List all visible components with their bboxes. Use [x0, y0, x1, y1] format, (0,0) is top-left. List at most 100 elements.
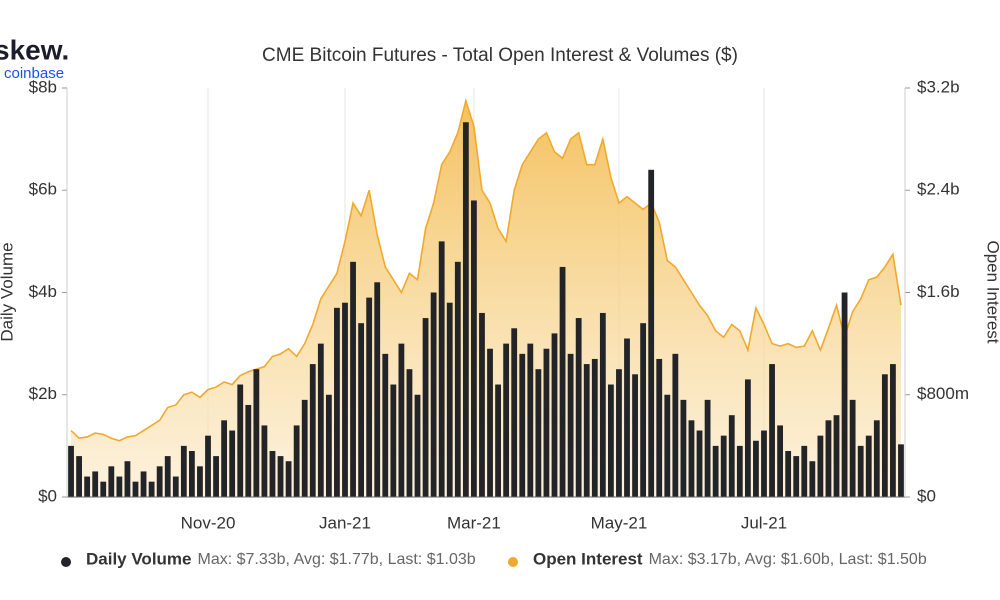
bar	[873, 420, 880, 497]
bar	[406, 369, 413, 497]
legend-stats: Max: $7.33b, Avg: $1.77b, Last: $1.03b	[198, 551, 476, 568]
bar	[680, 399, 687, 497]
y-tick-label: $6b	[29, 180, 57, 199]
logo: skew.	[0, 34, 69, 65]
chart-title: CME Bitcoin Futures - Total Open Interes…	[262, 45, 738, 66]
y2-tick-label: $800m	[917, 384, 969, 403]
bar	[390, 384, 397, 497]
bar	[366, 297, 373, 497]
bar	[358, 323, 365, 497]
bar	[648, 169, 655, 498]
bar	[471, 200, 477, 497]
bar	[382, 353, 389, 497]
bar	[124, 461, 131, 497]
bar	[148, 481, 155, 497]
bar	[825, 420, 832, 497]
area	[71, 100, 901, 497]
bar	[640, 323, 647, 497]
bar	[744, 379, 751, 497]
bar	[656, 358, 663, 497]
bar	[624, 338, 630, 497]
y2-tick-label: $0	[917, 486, 936, 505]
bar	[277, 456, 284, 497]
bar	[890, 364, 896, 497]
bar	[704, 399, 711, 497]
bar	[753, 440, 759, 497]
bar	[229, 430, 236, 497]
bar	[140, 471, 147, 497]
bar	[108, 466, 115, 497]
y-tick-label: $2b	[29, 384, 57, 403]
bar	[849, 399, 856, 497]
legend-label: Open Interest	[533, 549, 643, 568]
y-tick-label: $4b	[29, 282, 57, 301]
bar	[398, 343, 405, 497]
x-tick-label: Jul-21	[741, 513, 787, 532]
bar	[567, 353, 574, 497]
bar	[817, 435, 824, 497]
bar	[720, 435, 727, 497]
bar	[100, 481, 107, 497]
bar	[253, 369, 260, 497]
bar	[422, 318, 429, 497]
bar	[309, 364, 316, 497]
bar	[487, 348, 493, 497]
bar	[68, 445, 74, 497]
bar	[342, 302, 348, 497]
bar	[591, 358, 598, 497]
bar	[712, 445, 719, 497]
bar	[293, 425, 300, 497]
y2-tick-label: $1.6b	[917, 282, 960, 301]
bar	[672, 353, 679, 497]
bar	[197, 466, 203, 497]
bar	[237, 384, 244, 497]
bar	[285, 461, 292, 497]
bar	[865, 435, 872, 497]
bar	[269, 450, 276, 497]
bar	[213, 456, 219, 497]
bar	[446, 302, 453, 497]
bar	[245, 404, 252, 497]
bar	[527, 343, 534, 497]
bar	[736, 445, 743, 497]
bar	[503, 343, 510, 497]
bar	[438, 241, 445, 497]
bar	[575, 318, 582, 497]
bar	[325, 394, 332, 497]
bar	[696, 430, 703, 497]
bar	[221, 420, 228, 497]
bar	[793, 456, 800, 497]
bar	[430, 292, 437, 497]
y-tick-label: $8b	[29, 77, 57, 96]
y2-tick-label: $3.2b	[917, 77, 960, 96]
bar	[164, 456, 171, 497]
bar	[511, 328, 518, 497]
bar	[350, 261, 356, 497]
bar	[543, 348, 550, 497]
y2-axis-title: Open Interest	[984, 240, 1000, 343]
bar	[334, 307, 340, 497]
logo-sub: coinbase	[4, 65, 64, 82]
y2-tick-label: $2.4b	[917, 180, 960, 199]
bar	[583, 364, 590, 497]
bar	[180, 445, 187, 497]
bar	[261, 425, 268, 497]
bar	[205, 435, 211, 497]
bar	[761, 430, 767, 497]
bar	[559, 266, 566, 497]
y-axis-title: Daily Volume	[0, 242, 16, 341]
bar	[188, 450, 195, 497]
bar	[616, 369, 622, 497]
bar	[785, 450, 792, 497]
bar	[92, 471, 99, 497]
bar	[801, 445, 808, 497]
legend-stats: Max: $3.17b, Avg: $1.60b, Last: $1.50b	[649, 551, 927, 568]
bar	[317, 343, 324, 497]
y-tick-label: $0	[38, 486, 57, 505]
bar	[769, 364, 775, 497]
bar	[599, 312, 606, 497]
bar	[132, 481, 139, 497]
bar	[632, 374, 638, 497]
bar	[841, 292, 848, 497]
